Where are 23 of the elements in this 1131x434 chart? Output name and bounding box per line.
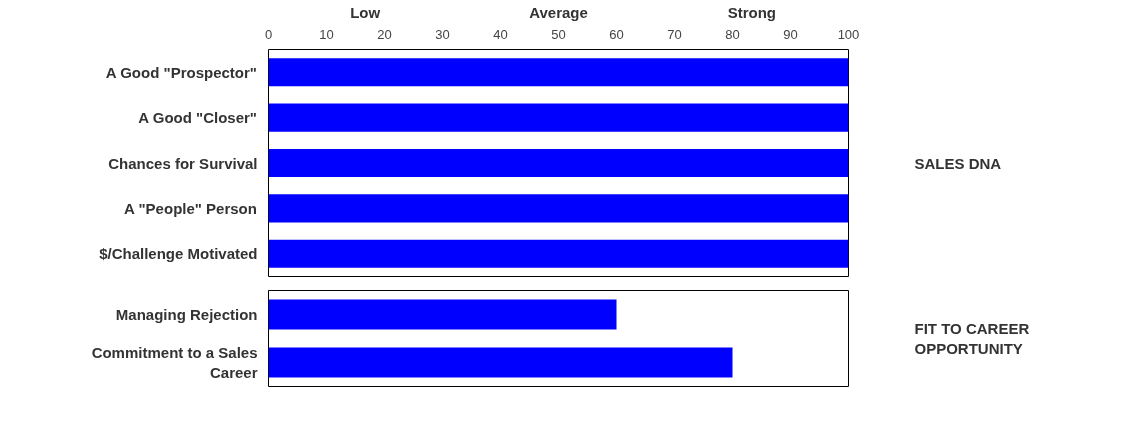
y-tick-label: A Good "Prospector" [105,63,257,81]
x-tick-label: 80 [725,26,740,42]
text: Low [350,3,381,21]
y-tick-label: Managing Rejection [115,306,258,323]
x-tick-label: 40 [493,26,508,42]
x-tick-label: 100 [837,26,860,42]
text: FIT TO CAREER OPPORTUNITY [914,319,1030,358]
x-tick-label: 70 [667,26,682,42]
x-tick-label: 10 [319,26,334,42]
x-tick-label: 60 [609,26,624,42]
text: SALES DNA [914,154,1002,172]
x-tick-label: 90 [783,26,798,42]
y-tick-label: Commitment to a Sales Career [91,343,258,382]
text: Average [529,3,588,21]
x-tick-label: 0 [264,26,273,42]
y-tick-label: A Good "Closer" [138,109,257,127]
y-tick-label: A "People" Person [124,199,257,217]
y-tick-label: Chances for Survival [108,154,258,172]
x-tick-label: 30 [435,26,450,42]
y-tick-label: $/Challenge Motivated [99,245,258,263]
x-tick-label: 20 [377,26,392,42]
x-tick-label: 50 [551,26,566,42]
text: Strong [727,3,776,21]
